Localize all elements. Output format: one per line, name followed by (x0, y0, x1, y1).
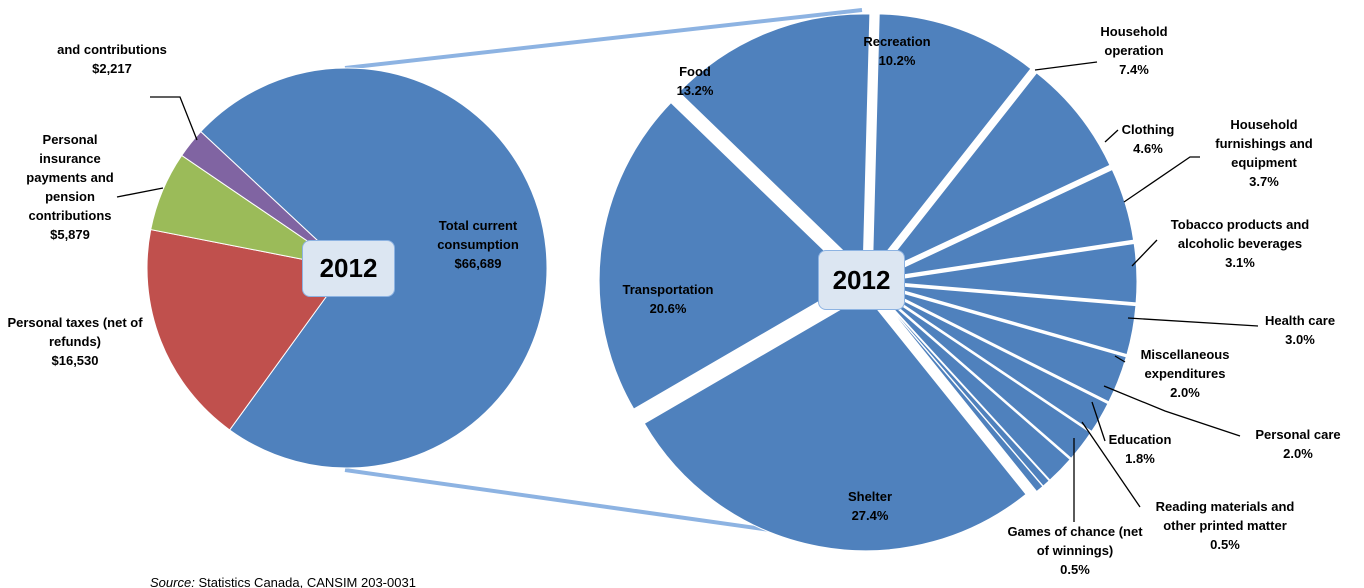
slice-label: Total current consumption $66,689 (418, 216, 538, 273)
category-label: Reading materials and other printed matt… (1155, 499, 1295, 533)
category-label: Shelter (847, 489, 893, 504)
slice-label: Tobacco products and alcoholic beverages… (1170, 215, 1310, 272)
category-label: Games of chance (net of winnings) (1007, 524, 1143, 558)
value-label: 2.0% (1170, 385, 1200, 400)
category-label: Household furnishings and equipment (1215, 117, 1313, 170)
category-label: and contributions (57, 42, 167, 57)
value-label: 2.0% (1283, 446, 1313, 461)
leader-line (1081, 421, 1141, 508)
source: Source: Statistics Canada, CANSIM 203-00… (150, 575, 416, 588)
center-label: 2012 (818, 250, 905, 310)
category-label: Personal taxes (net of refunds) (7, 315, 143, 349)
leader-line (116, 187, 164, 198)
pie-slice (879, 286, 1127, 403)
category-label: Total current consumption (437, 218, 519, 252)
pie-slice (871, 13, 1032, 272)
slice-label: Clothing 4.6% (1103, 120, 1193, 158)
leader-line (150, 96, 198, 141)
slice-label: Personal care 2.0% (1243, 425, 1353, 463)
pie-slice (643, 294, 1027, 552)
category-label: Food (679, 64, 711, 79)
pie-slice (678, 13, 871, 272)
pie-slice (875, 291, 1044, 493)
pie-slice (598, 101, 856, 410)
leader-line (1104, 129, 1119, 143)
value-label: 3.0% (1285, 332, 1315, 347)
slice-label: Personal taxes (net of refunds) $16,530 (0, 313, 150, 370)
value-label: 7.4% (1119, 62, 1149, 77)
leader-line (1091, 401, 1106, 442)
category-label: Tobacco products and alcoholic beverages (1170, 217, 1310, 251)
slice-label: Transportation 20.6% (608, 280, 728, 318)
pie-slice (146, 228, 348, 431)
leader-line (1103, 385, 1241, 437)
pie-slice (877, 72, 1111, 275)
slice-label: Education 1.8% (1095, 430, 1185, 468)
category-label: Personal insurance payments and pension … (26, 132, 114, 223)
leader-line (1034, 61, 1098, 71)
slice-label: Health care 3.0% (1245, 311, 1355, 349)
source-text: Statistics Canada, CANSIM 203-0031 (198, 575, 416, 588)
value-label: 27.4% (851, 508, 889, 523)
value-label: 13.2% (676, 83, 714, 98)
value-label: $5,879 (50, 227, 90, 242)
value-label: 0.5% (1210, 537, 1240, 552)
category-label: Miscellaneous expenditures (1140, 347, 1230, 381)
value-label: 0.5% (1060, 562, 1090, 577)
category-label: Personal care (1255, 427, 1341, 442)
category-label: Education (1108, 432, 1172, 447)
value-label: $2,217 (92, 61, 132, 76)
pie-slice (880, 242, 1138, 304)
value-label: 20.6% (649, 301, 687, 316)
slice-label: Household furnishings and equipment 3.7% (1199, 115, 1329, 191)
slice-label: Household operation 7.4% (1079, 22, 1189, 79)
pie-slice (877, 289, 1092, 459)
slice-label: Shelter 27.4% (825, 487, 915, 525)
slice-label: Miscellaneous expenditures 2.0% (1120, 345, 1250, 402)
value-label: 3.7% (1249, 174, 1279, 189)
slice-label: Games of chance (net of winnings) 0.5% (1005, 522, 1145, 579)
value-label: 1.8% (1125, 451, 1155, 466)
pie-slice (878, 288, 1109, 433)
slice-label: and contributions $2,217 (47, 40, 177, 78)
leader-line (1123, 156, 1200, 203)
connector (344, 8, 863, 70)
center-label: 2012 (302, 240, 395, 297)
value-label: 3.1% (1225, 255, 1255, 270)
category-label: Clothing (1121, 122, 1175, 137)
leader-line (1114, 355, 1126, 363)
value-label: 10.2% (878, 53, 916, 68)
slice-label: Food 13.2% (655, 62, 735, 100)
source-prefix: Source: (150, 575, 195, 588)
pie-slice (880, 283, 1137, 356)
category-label: Household operation (1100, 24, 1168, 58)
value-label: 4.6% (1133, 141, 1163, 156)
category-label: Transportation (622, 282, 714, 297)
slice-label: Reading materials and other printed matt… (1155, 497, 1295, 554)
category-label: Recreation (863, 34, 931, 49)
pie-slice (880, 168, 1135, 279)
value-label: $16,530 (51, 353, 99, 368)
value-label: $66,689 (454, 256, 502, 271)
pie-slice (876, 290, 1071, 481)
pie-slice (181, 130, 348, 269)
leader-line (1127, 317, 1259, 327)
category-label: Health care (1264, 313, 1336, 328)
slice-label: Personal insurance payments and pension … (15, 130, 125, 244)
leader-line (1131, 239, 1158, 267)
slice-label: Recreation 10.2% (847, 32, 947, 70)
